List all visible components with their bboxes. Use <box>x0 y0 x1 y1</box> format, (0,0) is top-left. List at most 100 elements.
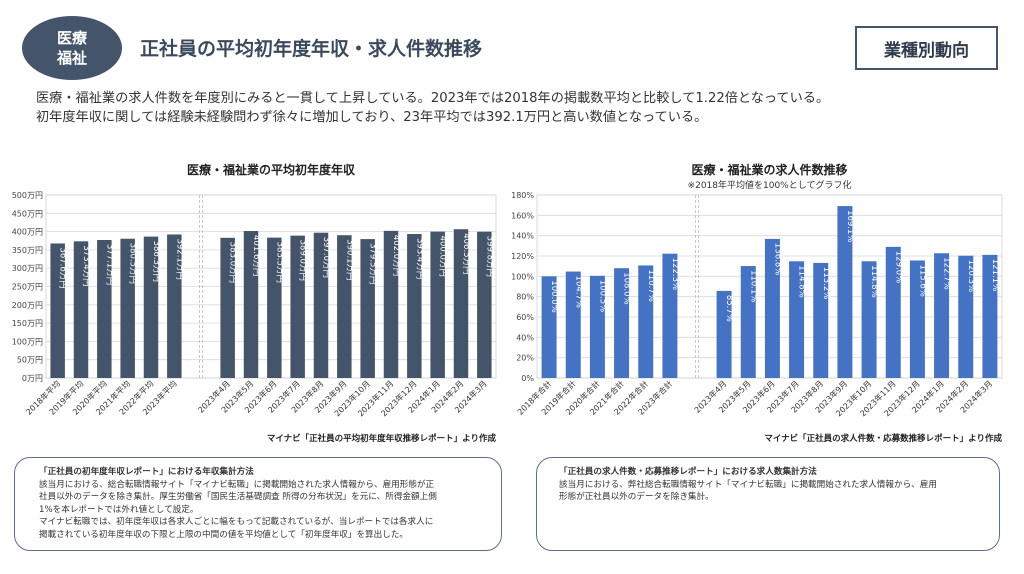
jobs-ytick-label: 120% <box>512 252 534 261</box>
jobs-source: マイナビ「正社員の求人件数・応募数推移レポート」より作成 <box>764 433 1002 444</box>
jobs-bar-label: 121.1% <box>990 259 1000 291</box>
salary-method-note: 「正社員の初年度年収レポート」における年収集計方法 該当月における、総合転職情報… <box>14 457 502 551</box>
page-title: 正社員の平均初年度年収・求人件数推移 <box>140 38 483 60</box>
salary-bar <box>407 234 422 378</box>
salary-ytick-label: 100万円 <box>12 337 43 346</box>
salary-bar <box>477 231 492 378</box>
salary-bar-label: 392.1万円 <box>174 238 184 279</box>
jobs-ytick-label: 40% <box>516 333 534 342</box>
job-count-chart: 医療・福祉業の求人件数推移 ※2018年平均値を100%としてグラフ化 0% 20% 4… <box>512 150 1024 450</box>
salary-bar <box>290 235 305 378</box>
salary-bar <box>120 238 135 378</box>
salary-ytick-label: 400万円 <box>12 228 43 237</box>
salary-bar-label: 393.4万円 <box>414 238 424 279</box>
salary-note-line: 掲載されている初年度年収の下限と上限の中間の値を平均値として「初年度年収」を算出… <box>39 529 409 540</box>
salary-bar <box>220 237 235 378</box>
jobs-bar <box>614 268 630 378</box>
jobs-bar <box>541 276 557 378</box>
summary-text: 医療・福祉業の求人件数を年度別にみると一貫して上昇している。2023年では201… <box>36 89 829 127</box>
salary-bar-label: 383.5万円 <box>274 242 284 283</box>
jobs-bar <box>789 261 805 378</box>
job-note-title: 「正社員の求人件数・応募推移レポート」における求人数集計方法 <box>559 467 817 477</box>
category-badge: 医療 福祉 <box>22 16 122 80</box>
jobs-bar <box>958 255 974 378</box>
salary-ytick-label: 350万円 <box>12 246 43 255</box>
jobs-bar <box>982 254 998 378</box>
salary-source: マイナビ「正社員の平均初年度年収推移レポート」より作成 <box>267 433 497 444</box>
jobs-bar-label: 104.7% <box>573 276 583 308</box>
salary-ytick-label: 150万円 <box>12 319 43 328</box>
jobs-bar-label: 115.6% <box>917 264 927 296</box>
jobs-bar <box>565 271 581 378</box>
jobs-bar-label: 122.3% <box>670 258 680 290</box>
salary-note-line: マイナビ転職では、初年度年収は各求人ごとに幅をもって記載されているが、当レポート… <box>39 517 434 528</box>
jobs-bar <box>638 265 654 378</box>
jobs-bar-label: 110.7% <box>646 269 656 301</box>
jobs-bar-label: 122.7% <box>942 257 952 289</box>
salary-bar-label: 379.5万円 <box>368 243 378 284</box>
salary-bar-label: 406.5万円 <box>461 233 471 274</box>
salary-chart-svg: 医療・福祉業の平均初年度年収 0万円 50万円 100万円 150万円 200万円 250万… <box>12 162 497 444</box>
summary-line-2: 初年度年収に関しては経験未経験問わず徐々に増加しており、23年平均では392.1… <box>36 110 708 125</box>
jobs-ytick-label: 140% <box>512 232 534 241</box>
salary-bar-label: 380.5万円 <box>128 243 138 284</box>
jobs-bar-label: 108.0% <box>622 272 632 304</box>
salary-bar-label: 386.3万円 <box>151 241 161 282</box>
jobs-bar <box>861 261 877 378</box>
salary-bar-label: 390.1万円 <box>344 239 354 280</box>
section-tag: 業種別動向 <box>855 26 998 70</box>
salary-bar-label: 377.1万円 <box>104 244 114 285</box>
jobs-bar-label: 136.8% <box>772 243 782 275</box>
salary-ytick-label: 450万円 <box>12 209 43 218</box>
salary-note-line: 該当月における、総合転職情報サイト「マイナビ転職」に掲載開始された求人情報から、… <box>39 479 435 490</box>
salary-bar-label: 373.4万円 <box>81 245 91 286</box>
salary-bar-label: 401.6万円 <box>251 235 261 276</box>
salary-bar-label: 402.0万円 <box>391 235 401 276</box>
salary-bar-label: 367.6万円 <box>58 247 68 288</box>
jobs-bar <box>885 246 901 378</box>
salary-bar <box>337 235 352 378</box>
salary-ytick-label: 500万円 <box>12 191 43 200</box>
jobs-bar <box>909 260 925 378</box>
jobs-subtitle: ※2018年平均値を100%としてグラフ化 <box>688 179 852 191</box>
badge-line1: 医療 <box>56 29 87 47</box>
jobs-bar-label: 169.1% <box>845 210 855 242</box>
salary-bar-label: 389.0万円 <box>298 240 308 281</box>
jobs-ytick-label: 0% <box>521 374 534 383</box>
job-note-line: 形態が正社員以外のデータを除き集計。 <box>559 492 714 503</box>
salary-bar-label: 399.8万円 <box>484 236 494 277</box>
jobs-bar-label: 100.5% <box>597 280 607 312</box>
salary-bar <box>383 230 399 378</box>
jobs-bar-label: 100.0% <box>549 280 559 312</box>
jobs-title: 医療・福祉業の求人件数推移 <box>691 162 847 177</box>
jobs-bar <box>837 206 853 378</box>
jobs-bar <box>589 275 605 378</box>
salary-note-line: 社員以外のデータを除き集計。厚生労働省「国民生活基礎調査 所得の分布状況」を元に… <box>39 492 437 503</box>
salary-ytick-label: 50万円 <box>17 356 43 365</box>
summary-line-1: 医療・福祉業の求人件数を年度別にみると一貫して上昇している。2023年では201… <box>36 91 830 106</box>
job-count-method-note: 「正社員の求人件数・応募推移レポート」における求人数集計方法 該当月における、弊… <box>536 457 1000 551</box>
jobs-ytick-label: 80% <box>516 293 534 302</box>
jobs-bar-label: 114.8% <box>869 265 879 297</box>
salary-bar <box>267 237 282 378</box>
salary-ytick-label: 300万円 <box>12 264 43 273</box>
jobs-bar <box>934 253 950 378</box>
salary-ytick-label: 0万円 <box>22 374 43 383</box>
badge-line2: 福祉 <box>56 49 87 67</box>
salary-note-line: 1%を本レポートでは外れ値として設定。 <box>39 504 199 515</box>
salary-bar <box>97 239 112 378</box>
jobs-ytick-label: 60% <box>516 313 534 322</box>
salary-bar <box>453 229 469 378</box>
salary-bar <box>430 231 445 378</box>
salary-bar-label: 400.0万円 <box>438 236 448 277</box>
salary-bar <box>313 232 329 378</box>
jobs-bar-label: 120.3% <box>966 260 976 292</box>
jobs-ytick-label: 160% <box>512 211 534 220</box>
job-note-line: 該当月における、弊社総合転職情報サイト「マイナビ転職」に掲載開始された求人情報か… <box>559 479 937 490</box>
jobs-ytick-label: 20% <box>516 354 534 363</box>
jobs-bar <box>764 238 780 378</box>
jobs-bar <box>716 290 732 378</box>
job-count-chart-svg: 医療・福祉業の求人件数推移 ※2018年平均値を100%としてグラフ化 0% 20% 4… <box>512 162 1002 444</box>
salary-bar <box>243 231 259 378</box>
salary-bar <box>167 234 182 378</box>
